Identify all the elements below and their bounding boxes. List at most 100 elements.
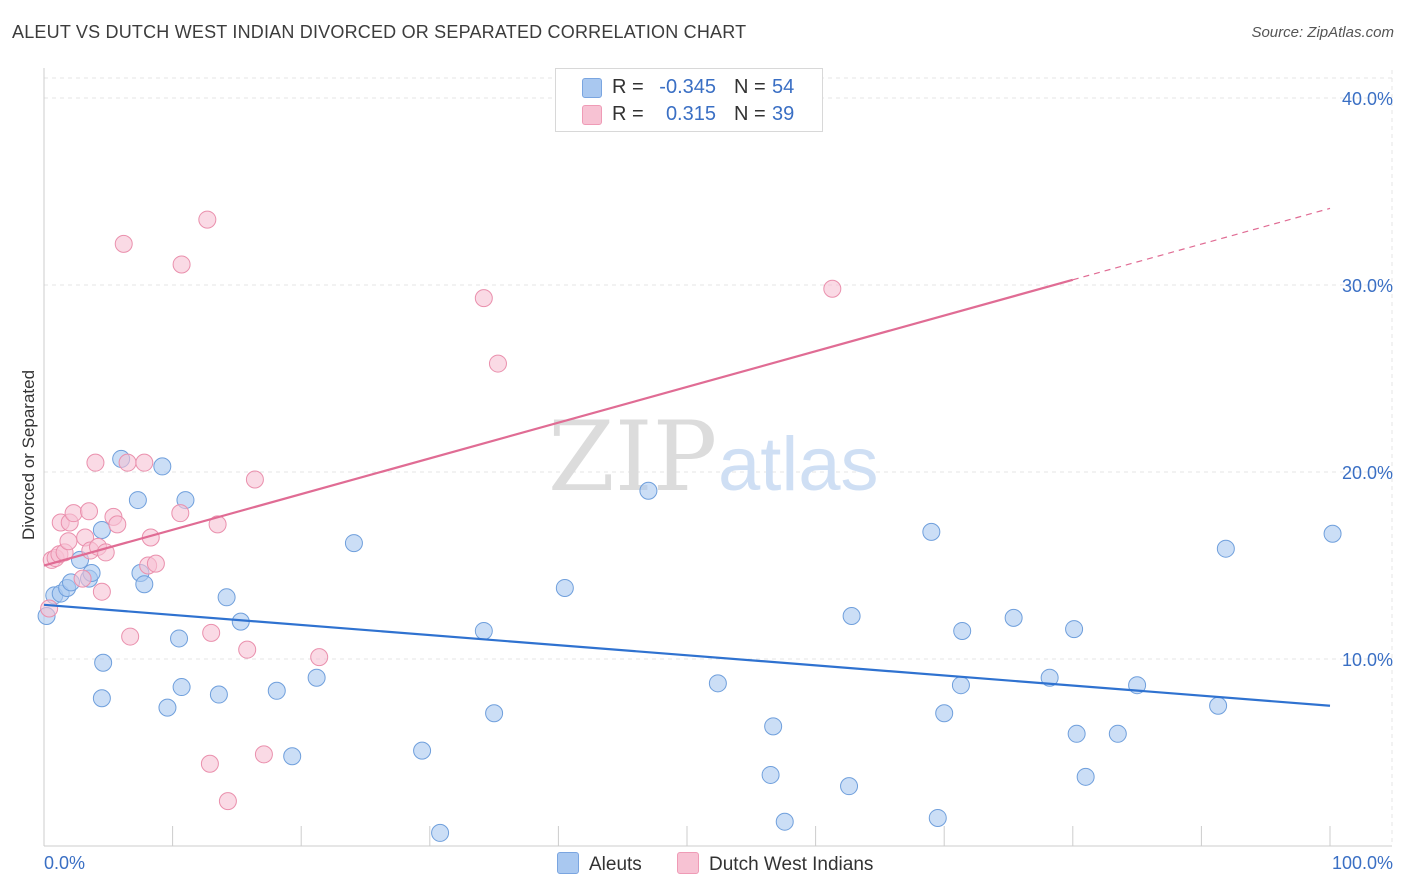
point-dutch-west-indians-11 (80, 502, 99, 521)
watermark-zip: ZIP (548, 401, 717, 513)
data-points (37, 210, 1342, 842)
point-aleuts-16 (158, 698, 177, 717)
point-aleuts-35 (764, 717, 783, 736)
point-aleuts-27 (413, 741, 432, 760)
axes (43, 68, 1392, 847)
point-aleuts-51 (1209, 696, 1228, 715)
point-dutch-west-indians-25 (146, 554, 165, 573)
legend-swatch-dutch-west-indians (677, 852, 699, 874)
point-aleuts-42 (951, 676, 970, 695)
point-dutch-west-indians-20 (118, 453, 137, 472)
point-aleuts-43 (953, 621, 972, 640)
y-tick-label-2: 30.0% (1342, 276, 1393, 296)
point-aleuts-8 (94, 653, 113, 672)
point-aleuts-21 (217, 588, 236, 607)
legend-label-aleuts: Aleuts (589, 854, 642, 875)
point-aleuts-49 (1108, 724, 1127, 743)
point-aleuts-45 (1040, 668, 1059, 687)
y-tick-label-3: 40.0% (1342, 89, 1393, 109)
trend-line-dutch-west-indians (43, 278, 1074, 567)
point-aleuts-20 (209, 685, 228, 704)
n-value: 39 (772, 103, 795, 125)
point-aleuts-26 (344, 534, 363, 553)
r-label: R = (612, 103, 644, 125)
legend-label-dutch-west-indians: Dutch West Indians (709, 854, 874, 875)
point-aleuts-25 (307, 668, 326, 687)
point-aleuts-32 (639, 481, 658, 500)
stats-row-dutch-west-indians: R = 0.315 N = 39 (556, 102, 822, 128)
point-aleuts-31 (555, 578, 574, 597)
point-aleuts-46 (1065, 620, 1084, 639)
stats-row-aleuts: R = -0.345 N = 54 (556, 75, 822, 101)
y-axis-label: Divorced or Separated (19, 370, 38, 540)
legend-item-dutch-west-indians[interactable]: Dutch West Indians (677, 852, 873, 876)
point-aleuts-9 (92, 689, 111, 708)
point-aleuts-15 (153, 457, 172, 476)
point-aleuts-37 (840, 777, 859, 796)
point-dutch-west-indians-18 (108, 515, 127, 534)
point-dutch-west-indians-26 (171, 504, 190, 523)
trend-line-aleuts (43, 603, 1331, 707)
point-aleuts-48 (1076, 767, 1095, 786)
n-label: N = (734, 76, 766, 98)
point-aleuts-18 (172, 678, 191, 697)
point-aleuts-30 (485, 704, 504, 723)
point-dutch-west-indians-29 (200, 754, 219, 773)
point-dutch-west-indians-30 (202, 623, 221, 642)
point-aleuts-23 (267, 681, 286, 700)
point-aleuts-38 (842, 607, 861, 626)
stats-box: R = -0.345 N = 54 R = 0.315 N = 39 (555, 68, 823, 132)
point-dutch-west-indians-39 (823, 279, 842, 298)
swatch-dutch-west-indians (582, 105, 602, 125)
point-dutch-west-indians-22 (135, 453, 154, 472)
point-aleuts-40 (922, 522, 941, 541)
point-dutch-west-indians-35 (254, 745, 273, 764)
r-value: 0.315 (665, 103, 716, 125)
point-aleuts-41 (935, 704, 954, 723)
swatch-aleuts (582, 78, 602, 98)
legend-item-aleuts[interactable]: Aleuts (557, 852, 642, 876)
point-aleuts-14 (135, 575, 154, 594)
r-label: R = (612, 76, 644, 98)
point-aleuts-36 (775, 812, 794, 831)
point-dutch-west-indians-33 (238, 640, 257, 659)
point-dutch-west-indians-15 (92, 582, 111, 601)
point-aleuts-29 (474, 621, 493, 640)
point-dutch-west-indians-32 (218, 792, 237, 811)
n-label: N = (734, 103, 766, 125)
x-tick-label-left: 0.0% (44, 853, 85, 873)
tick-labels: 10.0% 20.0% 30.0% 40.0% 0.0% 100.0% (44, 89, 1393, 873)
point-dutch-west-indians-8 (64, 504, 83, 523)
point-dutch-west-indians-34 (245, 470, 264, 489)
point-aleuts-44 (1004, 608, 1023, 627)
point-aleuts-17 (170, 629, 189, 648)
point-dutch-west-indians-28 (198, 210, 217, 229)
point-aleuts-34 (761, 765, 780, 784)
y-tick-label-0: 10.0% (1342, 650, 1393, 670)
point-dutch-west-indians-9 (73, 569, 92, 588)
point-aleuts-10 (92, 520, 111, 539)
point-dutch-west-indians-6 (59, 532, 78, 551)
point-dutch-west-indians-37 (474, 289, 493, 308)
point-dutch-west-indians-36 (310, 648, 329, 667)
grid-lines (44, 70, 1393, 846)
point-dutch-west-indians-21 (121, 627, 140, 646)
point-dutch-west-indians-27 (172, 255, 191, 274)
trend-lines (43, 207, 1331, 707)
point-dutch-west-indians-0 (40, 599, 59, 618)
source-label: Source: ZipAtlas.com (1251, 24, 1394, 41)
chart-title: ALEUT VS DUTCH WEST INDIAN DIVORCED OR S… (12, 22, 747, 42)
point-aleuts-47 (1067, 724, 1086, 743)
point-dutch-west-indians-13 (86, 453, 105, 472)
x-tick-label-right: 100.0% (1332, 853, 1393, 873)
point-aleuts-12 (128, 491, 147, 510)
point-aleuts-24 (283, 747, 302, 766)
n-value: 54 (772, 76, 795, 98)
point-aleuts-39 (928, 808, 947, 827)
point-aleuts-33 (708, 674, 727, 693)
legend-swatch-aleuts (557, 852, 579, 874)
trend-line-extension-dutch-west-indians (1072, 207, 1331, 281)
point-aleuts-28 (431, 823, 450, 842)
point-aleuts-53 (1323, 524, 1342, 543)
